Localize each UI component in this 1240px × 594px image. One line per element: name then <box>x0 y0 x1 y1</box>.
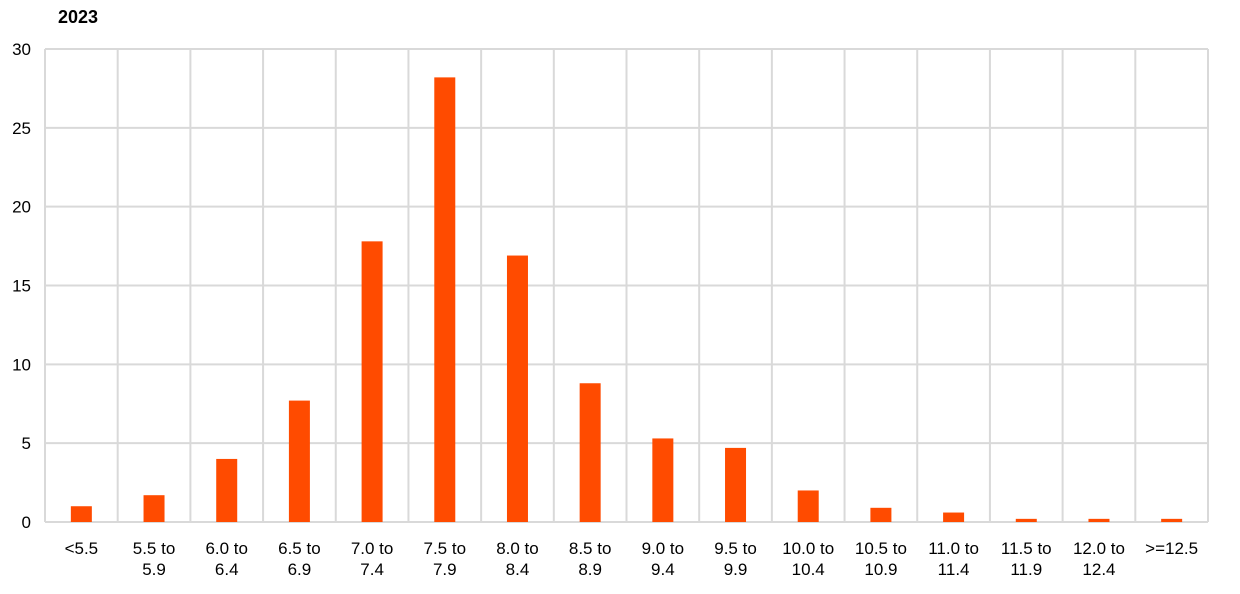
x-tick-label: 5.5 to 5.9 <box>133 539 176 579</box>
x-tick-label: <5.5 <box>65 539 99 558</box>
x-tick-label: >=12.5 <box>1145 539 1198 558</box>
bar <box>70 506 92 522</box>
y-tick-label: 30 <box>12 40 31 59</box>
chart-title: 2023 <box>58 7 98 27</box>
x-tick-label: 7.0 to 7.4 <box>351 539 394 579</box>
x-tick-label: 7.5 to 7.9 <box>424 539 467 579</box>
bar <box>143 495 165 522</box>
bar <box>288 400 310 522</box>
y-tick-label: 5 <box>22 434 31 453</box>
bar <box>797 490 819 522</box>
x-tick-label: 11.5 to 11.9 <box>1001 539 1052 579</box>
x-tick-label: 8.5 to 8.9 <box>569 539 612 579</box>
bar <box>870 507 892 522</box>
bar <box>579 383 601 522</box>
bar <box>434 77 456 522</box>
bar <box>506 255 528 522</box>
x-tick-label: 8.0 to 8.4 <box>496 539 539 579</box>
x-tick-label: 12.0 to 12.4 <box>1073 539 1125 579</box>
y-tick-label: 0 <box>22 513 31 532</box>
bar <box>943 512 965 522</box>
bar <box>1015 518 1037 522</box>
y-tick-label: 20 <box>12 198 31 217</box>
x-tick-label: 11.0 to 11.4 <box>928 539 979 579</box>
bar <box>216 458 238 522</box>
y-tick-label: 25 <box>12 119 31 138</box>
x-tick-label: 6.0 to 6.4 <box>205 539 248 579</box>
bar <box>1161 518 1183 522</box>
y-tick-label: 10 <box>12 355 31 374</box>
bar <box>725 447 747 522</box>
bar <box>1088 518 1110 522</box>
y-tick-label: 15 <box>12 277 31 296</box>
bar <box>652 438 674 522</box>
x-tick-label: 6.5 to 6.9 <box>278 539 321 579</box>
bar <box>361 241 383 522</box>
x-tick-label: 10.0 to 10.4 <box>782 539 834 579</box>
x-tick-label: 10.5 to 10.9 <box>855 539 907 579</box>
x-tick-label: 9.5 to 9.9 <box>714 539 757 579</box>
x-tick-label: 9.0 to 9.4 <box>642 539 685 579</box>
